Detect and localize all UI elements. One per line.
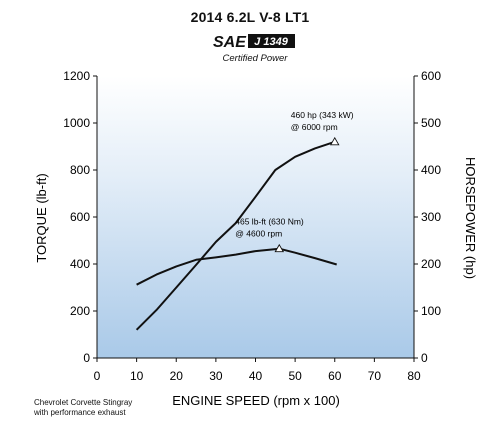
peak-annotation-line-2: @ 4600 rpm xyxy=(235,229,282,239)
x-tick-label: 40 xyxy=(249,369,263,383)
y2-tick-label: 100 xyxy=(421,304,441,318)
chart-title: 2014 6.2L V-8 LT1 xyxy=(190,9,310,25)
y2-axis-label: HORSEPOWER (hp) xyxy=(463,157,478,279)
peak-annotation-line-2: @ 6000 rpm xyxy=(291,122,338,132)
y-tick-label: 800 xyxy=(70,163,90,177)
x-tick-label: 50 xyxy=(288,369,302,383)
series-group xyxy=(135,140,337,331)
y2-tick-label: 600 xyxy=(421,69,441,83)
y2-tick-label: 400 xyxy=(421,163,441,177)
footnote: Chevrolet Corvette Stingray with perform… xyxy=(34,398,132,418)
y-tick-label: 600 xyxy=(70,210,90,224)
y-tick-label: 1200 xyxy=(63,69,90,83)
x-tick-label: 20 xyxy=(170,369,184,383)
y-axis-label: TORQUE (lb-ft) xyxy=(34,173,49,262)
y-tick-label: 0 xyxy=(83,351,90,365)
peak-marker xyxy=(329,136,340,146)
y2-tick-label: 300 xyxy=(421,210,441,224)
x-tick-label: 70 xyxy=(368,369,382,383)
x-tick-label: 60 xyxy=(328,369,342,383)
y2-tick-label: 200 xyxy=(421,257,441,271)
peak-annotation-line-1: 465 lb-ft (630 Nm) xyxy=(235,217,304,227)
footnote-line-1: Chevrolet Corvette Stingray xyxy=(34,398,133,407)
y-tick-label: 400 xyxy=(70,257,90,271)
y2-tick-label: 500 xyxy=(421,116,441,130)
sae-standard-text: J 1349 xyxy=(254,36,289,48)
y-tick-label: 200 xyxy=(70,304,90,318)
peak-annotation-line-1: 460 hp (343 kW) xyxy=(291,110,354,120)
horsepower-curve xyxy=(135,140,336,331)
y2-tick-label: 0 xyxy=(421,351,428,365)
ticks-group: 0 10 20 30 40 50 60 70 8002004006008001000120001… xyxy=(63,69,441,383)
x-axis-label: ENGINE SPEED (rpm x 100) xyxy=(172,393,340,408)
sae-certified-logo: SAE J 1349 Certified Power xyxy=(213,34,295,64)
sae-standard-box xyxy=(248,34,295,48)
footnote-line-2: with performance exhaust xyxy=(34,408,126,417)
plot-background xyxy=(97,76,414,358)
sae-brand-text: SAE xyxy=(213,34,247,51)
x-tick-label: 30 xyxy=(209,369,223,383)
sae-subtitle-text: Certified Power xyxy=(223,53,289,64)
y-tick-label: 1000 xyxy=(63,116,90,130)
x-tick-label: 80 xyxy=(407,369,421,383)
peak-marker xyxy=(274,243,285,253)
x-tick-label: 10 xyxy=(130,369,144,383)
torque-curve xyxy=(136,247,337,286)
annotations-group: 460 hp (343 kW) @ 6000 rpm 465 lb-ft (630 … xyxy=(235,110,354,253)
x-tick-label: 0 xyxy=(94,369,101,383)
